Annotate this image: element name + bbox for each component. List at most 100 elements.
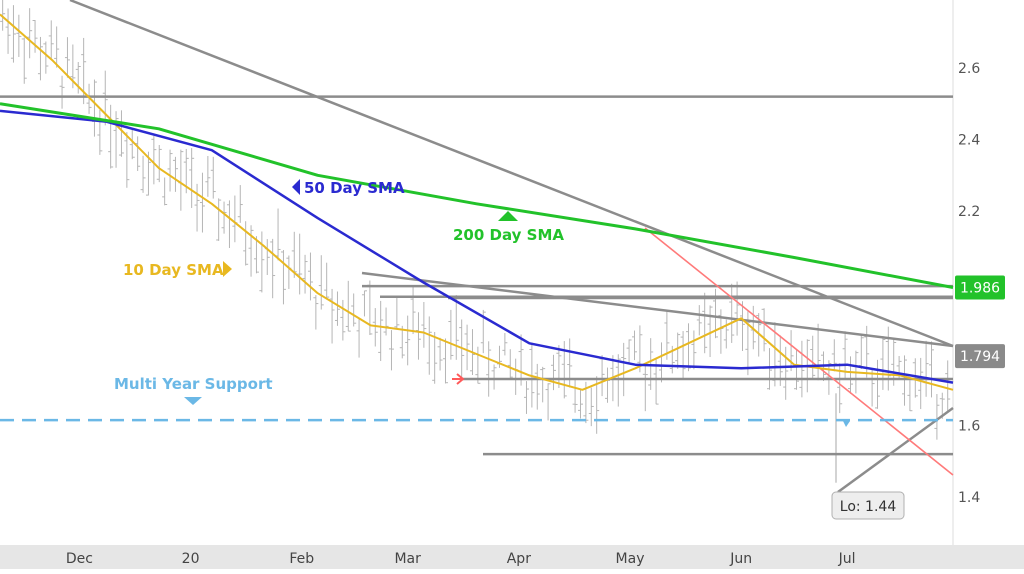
price-bar [664,311,670,360]
price-bar [162,177,168,206]
price-bar [21,37,27,84]
price-bar [151,135,157,185]
price-bar [432,332,438,384]
price-bar [97,109,103,155]
price-bar [43,41,49,74]
sma-line-10-day [0,13,954,391]
price-bar [642,365,648,412]
price-bar [383,307,389,336]
y-tick-label: 2.2 [958,204,980,220]
sma-line-200-day [0,102,954,289]
price-bar [588,387,594,427]
price-bar [702,292,708,354]
price-bar [64,37,70,78]
sma50-arrow-icon [292,179,300,195]
sma200-value-badge [955,275,1005,300]
price-bar [108,104,114,169]
price-bar [378,300,384,362]
price-bar [194,183,200,232]
price-bar [421,301,427,348]
x-axis: Dec 20 Feb Mar Apr May Jun Jul [66,551,856,567]
price-bar [847,356,853,394]
price-bar [929,341,935,398]
price-bar [129,129,135,160]
price-bar [405,315,411,366]
x-tick-label: Apr [507,551,531,567]
x-tick-label: May [616,551,645,567]
price-bar [777,335,783,386]
price-bar [221,201,227,234]
price-bar [361,290,367,317]
price-bar [75,62,81,94]
price-bar [48,20,54,60]
price-bar [199,172,205,233]
price-bar [518,334,524,386]
price-bar [572,378,578,413]
price-bar [685,323,691,372]
support-arrow-icon [184,397,202,405]
y-tick-label: 1.6 [958,419,980,435]
price-bar [556,345,562,389]
price-bar [307,252,313,301]
price-bar [675,332,681,369]
price-bar [280,250,286,305]
price-bar [502,333,508,356]
price-bar [880,335,886,390]
price-bar [399,325,405,359]
price-bar [448,309,454,360]
price-bar [529,342,535,408]
price-bar [437,337,443,371]
price-bar [934,394,940,440]
price-bar [297,233,303,295]
price-bar [810,335,816,378]
price-bar [729,283,735,343]
price-bar [577,389,583,419]
price-bar [37,36,43,81]
price-bar [0,0,6,31]
price-bar [475,346,481,384]
price-bar [739,301,745,351]
price-bar [167,149,173,192]
price-bar [388,330,394,371]
price-bar [259,231,265,293]
price-bar [918,357,924,410]
price-bar [491,364,497,390]
price-bar [172,156,178,192]
sma-lines [0,13,954,391]
price-bar [205,156,211,197]
price-bar [783,346,789,400]
price-bar [442,338,448,384]
price-bar [707,305,713,358]
price-bar [615,354,621,407]
long-downtrend-line [69,0,954,348]
price-bar [237,185,243,223]
annotations: 50 Day SMA 200 Day SMA 10 Day SMA Multi Yea… [114,179,905,520]
price-bar [734,281,740,336]
price-bar [140,155,146,193]
price-bar [243,221,249,266]
price-bar [410,286,416,335]
price-bar [761,308,767,352]
price-bar [216,198,222,241]
sma10-label: 10 Day SMA [123,261,224,279]
price-bar [631,330,637,361]
price-bar [875,359,881,409]
price-bar [313,295,319,330]
y-axis: 1.4 1.6 2.2 2.4 2.6 1.986 1.794 [955,61,1005,506]
price-bar [32,19,38,53]
price-bar [351,293,357,327]
x-tick-label: Feb [289,551,314,567]
price-bar [210,156,216,199]
price-bar [27,8,33,59]
price-bar [426,316,432,375]
price-bar [696,305,702,336]
price-bar [156,144,162,183]
price-bar [523,381,529,414]
price-bar [534,363,540,410]
x-tick-label: 20 [182,551,200,567]
red-marker-icon [452,373,465,385]
price-bar [464,324,470,371]
price-bar [324,262,330,299]
low-label-box [831,491,905,520]
sma200-value-label: 1.986 [960,281,1000,297]
